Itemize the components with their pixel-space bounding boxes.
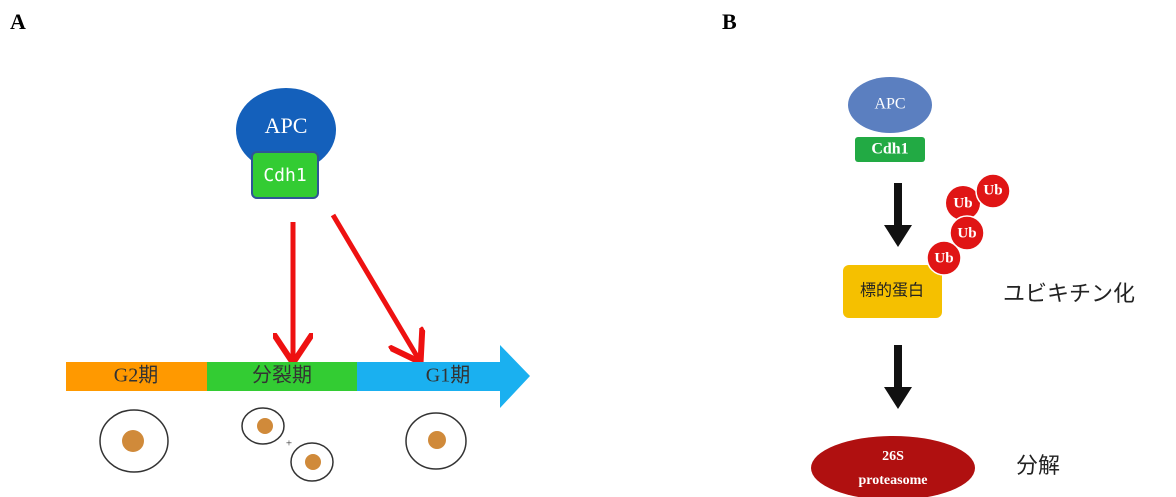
- ub-label: Ub: [953, 195, 972, 211]
- ubiquitination-label: ユビキチン化: [1003, 281, 1135, 306]
- phase-label: 分裂期: [252, 364, 312, 387]
- nucleus: [428, 431, 446, 449]
- degradation-label: 分解: [1016, 453, 1060, 478]
- phase-label: G1期: [426, 365, 470, 387]
- arrow: [884, 183, 912, 247]
- proteasome-label: 26S: [882, 449, 904, 464]
- apc-label: APC: [265, 113, 308, 138]
- apc-label: APC: [874, 96, 905, 113]
- target-label: 標的蛋白: [860, 282, 924, 300]
- cdh1-label: Cdh1: [871, 141, 908, 158]
- panel-label: A: [10, 9, 26, 34]
- ub-label: Ub: [957, 225, 976, 241]
- arrow: [333, 215, 418, 358]
- ub-label: Ub: [983, 182, 1002, 198]
- proteasome-label: proteasome: [859, 473, 928, 488]
- ub-label: Ub: [934, 250, 953, 266]
- panel-label: B: [722, 9, 737, 34]
- nucleus: [122, 430, 144, 452]
- arrow: [884, 345, 912, 409]
- plus: +: [286, 438, 292, 450]
- cdh1-label: Cdh1: [263, 165, 306, 186]
- nucleus: [257, 418, 273, 434]
- phase-label: G2期: [114, 365, 158, 387]
- nucleus: [305, 454, 321, 470]
- figure: A APC Cdh1 G2期 分裂期 G1期 + B APC Cdh1 標的蛋白…: [0, 0, 1176, 497]
